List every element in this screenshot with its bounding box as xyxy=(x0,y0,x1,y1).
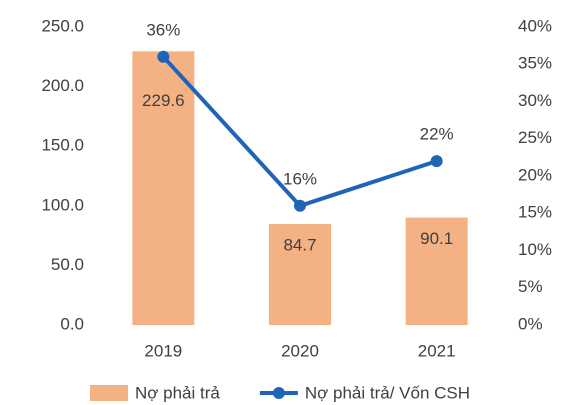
line-marker xyxy=(157,50,170,63)
legend-label: Nợ phải trả/ Vốn CSH xyxy=(305,383,470,402)
y2-tick-label: 10% xyxy=(518,240,552,259)
y2-tick-label: 5% xyxy=(518,277,543,296)
bar-value-label: 90.1 xyxy=(420,229,453,248)
y-tick-label: 100.0 xyxy=(41,195,84,214)
y-tick-label: 250.0 xyxy=(41,16,84,35)
line-value-label: 16% xyxy=(283,169,317,188)
bar xyxy=(132,51,195,325)
line-value-label: 36% xyxy=(146,20,180,39)
y2-tick-label: 20% xyxy=(518,165,552,184)
y2-tick-label: 35% xyxy=(518,54,552,73)
bar xyxy=(405,217,468,325)
bar xyxy=(269,224,331,325)
y2-tick-label: 30% xyxy=(518,91,552,110)
line-value-label: 22% xyxy=(420,125,454,144)
x-tick-label: 2021 xyxy=(418,341,456,360)
x-tick-label: 2019 xyxy=(144,341,182,360)
bar-value-label: 229.6 xyxy=(142,91,185,110)
y2-tick-label: 40% xyxy=(518,16,552,35)
legend-label: Nợ phải trả xyxy=(135,383,220,402)
y-tick-label: 50.0 xyxy=(51,255,84,274)
y-tick-label: 0.0 xyxy=(60,314,84,333)
y2-tick-label: 25% xyxy=(518,128,552,147)
y-tick-label: 200.0 xyxy=(41,76,84,95)
legend-swatch xyxy=(90,385,128,401)
bar-value-label: 84.7 xyxy=(283,236,316,255)
x-tick-label: 2020 xyxy=(281,341,319,360)
line-marker xyxy=(430,155,443,168)
y2-tick-label: 15% xyxy=(518,203,552,222)
y-tick-label: 150.0 xyxy=(41,136,84,155)
legend-marker xyxy=(272,387,285,399)
line-marker xyxy=(294,199,306,212)
y2-tick-label: 0% xyxy=(518,314,543,333)
